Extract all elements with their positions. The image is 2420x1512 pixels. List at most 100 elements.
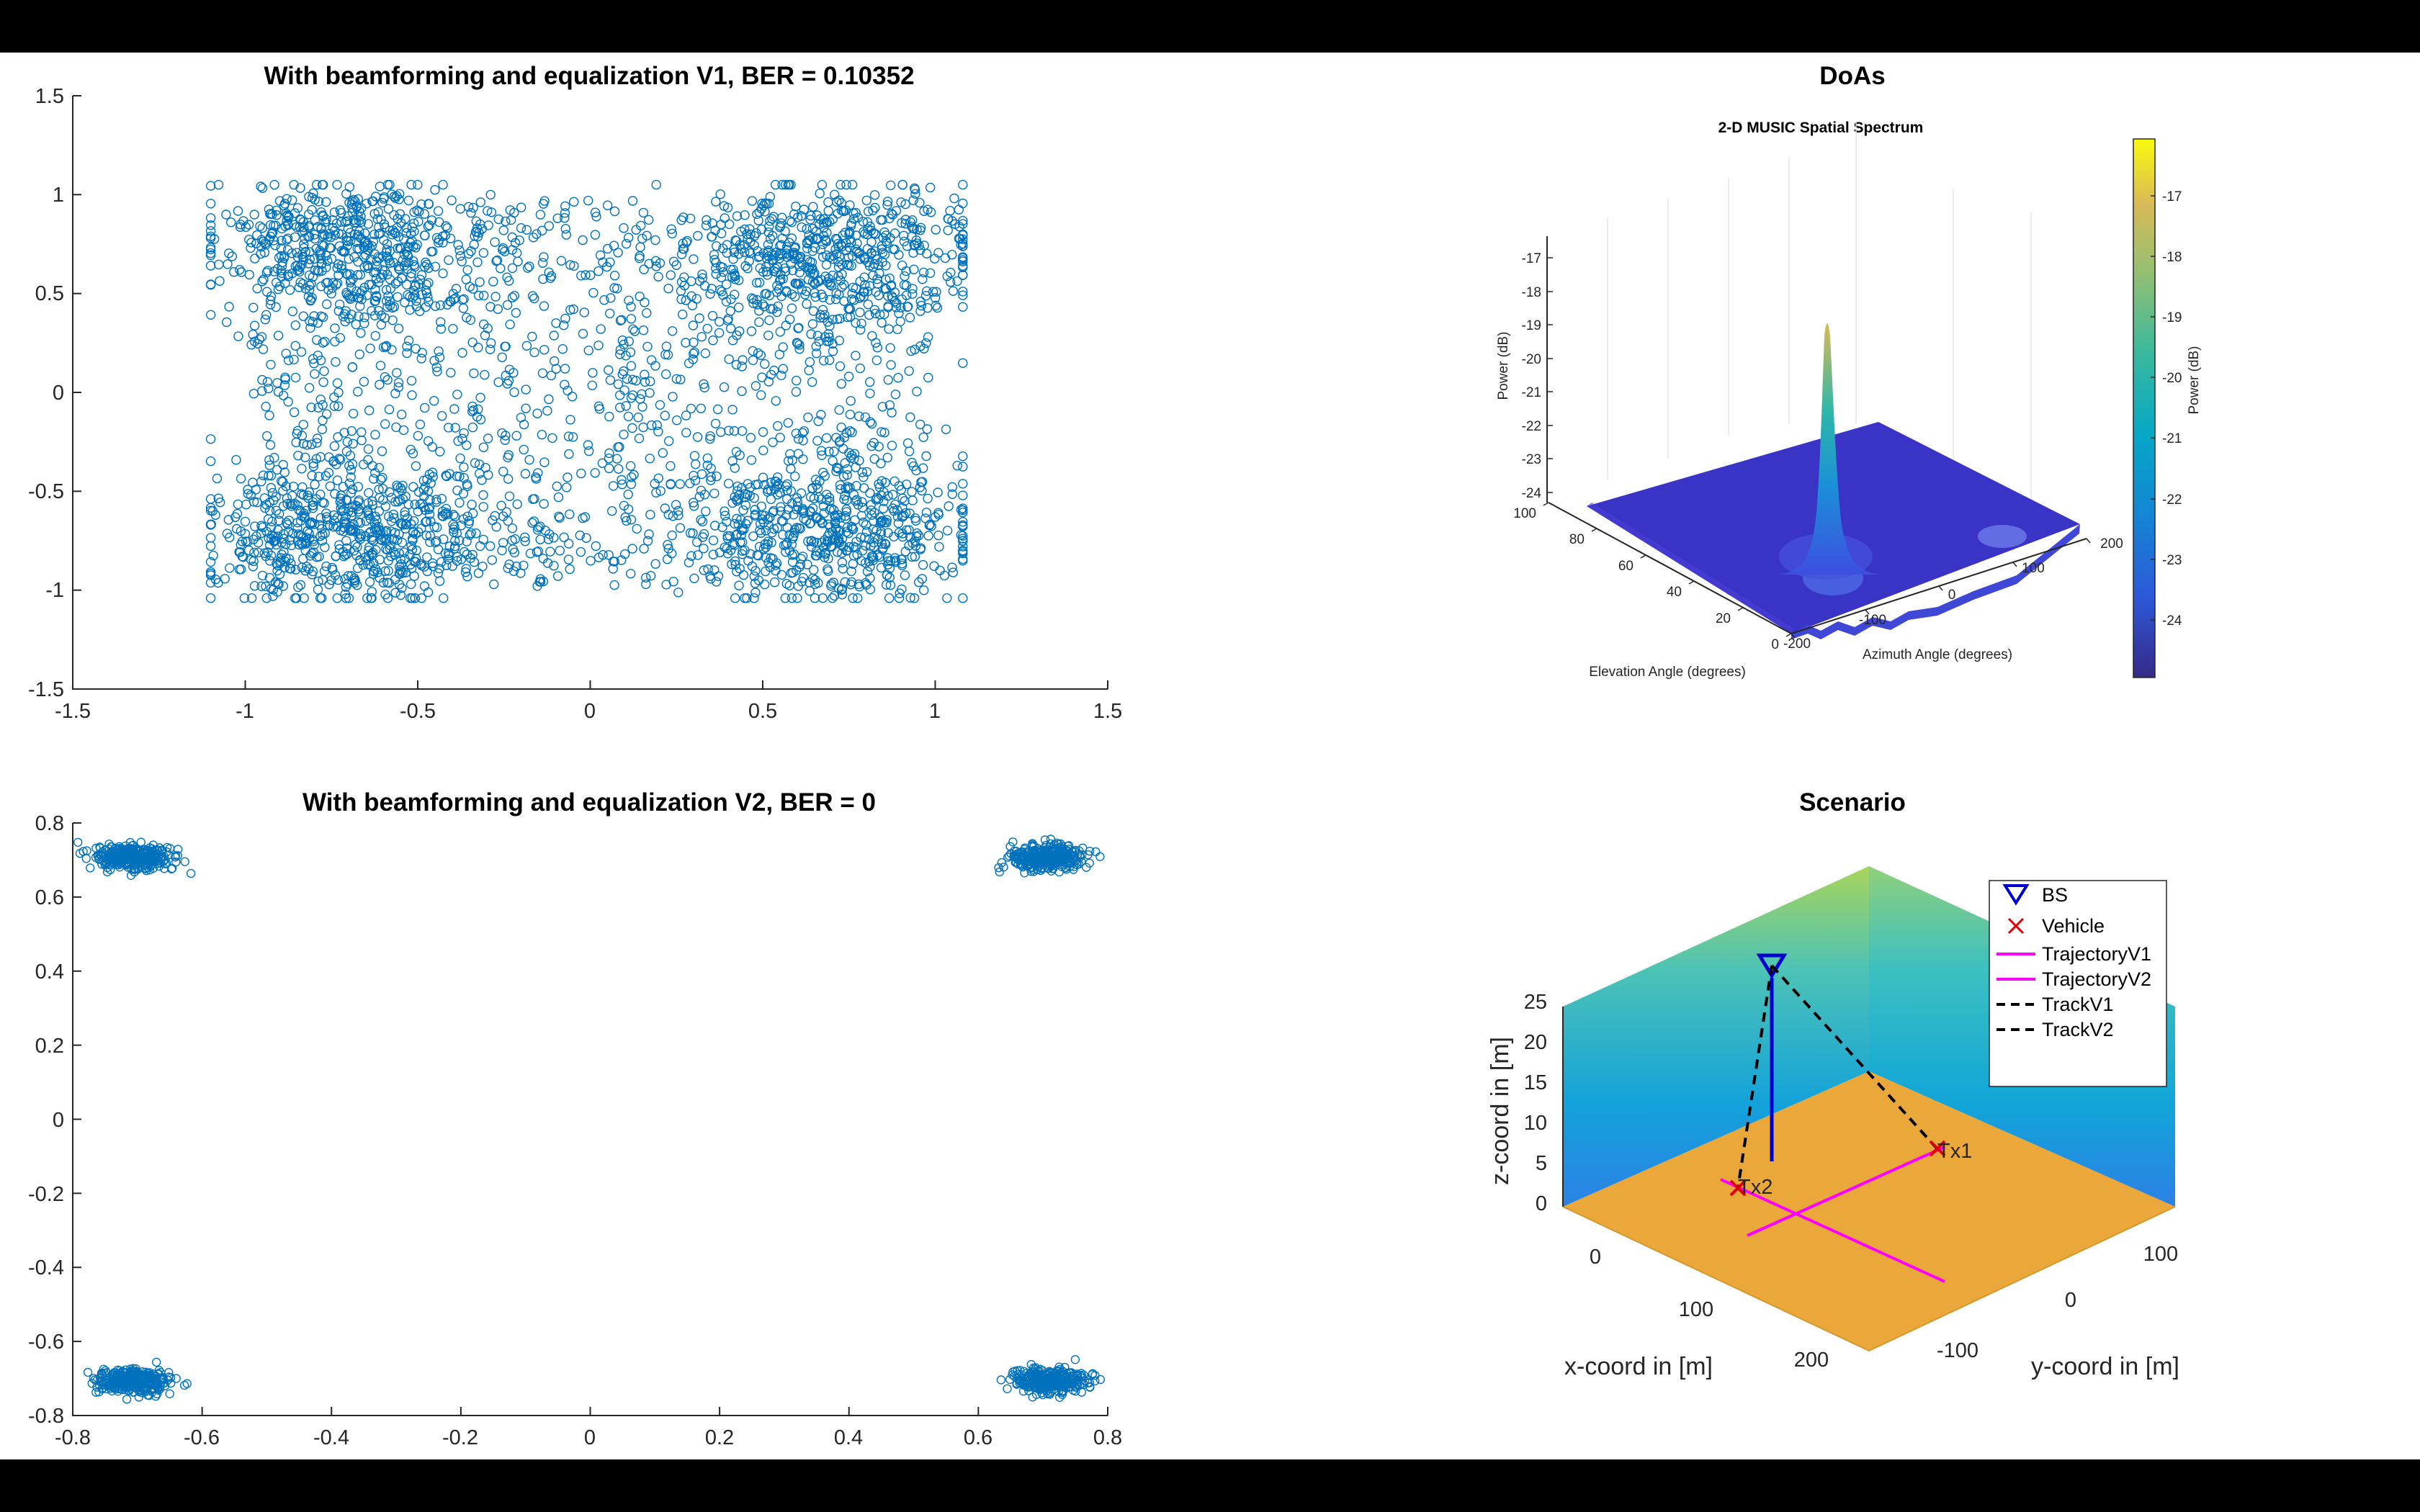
- scatter-point: [907, 215, 918, 225]
- scatter-point: [894, 250, 904, 260]
- scatter-point: [380, 372, 390, 382]
- scatter-point: [136, 861, 145, 870]
- scatter-point: [393, 243, 403, 253]
- scatter-point: [282, 519, 293, 530]
- scatter-point: [91, 843, 101, 853]
- scatter-point: [790, 471, 800, 482]
- scatter-point: [763, 251, 774, 261]
- scatter-point: [278, 486, 288, 496]
- scatter-point: [778, 530, 788, 540]
- scatter-point: [807, 483, 817, 493]
- scatter-point: [626, 361, 637, 371]
- scatter-point: [1091, 847, 1101, 857]
- scatter-point: [789, 248, 799, 258]
- z-tick-label: 20: [1524, 1031, 1547, 1054]
- scatter-point: [921, 286, 932, 296]
- scatter-point: [768, 212, 779, 222]
- x-tick-label: -1: [236, 700, 254, 723]
- scatter-point: [883, 528, 893, 538]
- scatter-point: [373, 305, 384, 316]
- scatter-point: [438, 269, 448, 279]
- scatter-point: [892, 298, 902, 308]
- scatter-point: [623, 504, 634, 514]
- y-tick-label: 0: [53, 382, 64, 405]
- scatter-point: [278, 501, 289, 511]
- scatter-point: [813, 234, 823, 244]
- scatter-point: [583, 346, 593, 356]
- scatter-point: [265, 440, 276, 450]
- scatter-point: [403, 336, 414, 346]
- scatter-point: [454, 246, 465, 256]
- scatter-point: [899, 510, 909, 521]
- scenario-z-label: z-coord in [m]: [1487, 1037, 1514, 1185]
- scatter-point: [933, 487, 943, 498]
- scatter-point: [256, 248, 266, 259]
- scatter-point: [627, 472, 637, 482]
- scatter-point: [691, 459, 701, 469]
- scatter-point: [756, 501, 766, 511]
- scatter-point: [462, 549, 472, 559]
- scatter-point: [362, 199, 372, 209]
- scatter-point: [274, 509, 284, 519]
- scatter-point: [1079, 1370, 1088, 1380]
- scatter-point: [711, 197, 721, 207]
- y-tick-label: -0.4: [28, 1256, 64, 1279]
- scatter-point: [786, 498, 797, 508]
- scatter-point: [778, 364, 789, 374]
- scatter-point: [822, 217, 833, 228]
- scatter-point: [333, 575, 344, 585]
- scatter-point: [915, 197, 925, 208]
- scatter-point: [609, 240, 619, 251]
- scatter-point: [444, 423, 454, 433]
- scatter-point: [356, 531, 366, 541]
- scatter-point: [752, 550, 763, 560]
- scatter-point: [332, 593, 342, 603]
- scatter-point: [694, 276, 705, 286]
- scatter-point: [846, 566, 856, 577]
- scatter-point: [429, 396, 439, 406]
- scatter-point: [411, 343, 421, 354]
- scatter-point: [534, 523, 544, 533]
- scatter-point: [361, 235, 371, 246]
- scatter-point: [434, 576, 445, 586]
- scatter-point: [916, 477, 926, 487]
- left-wall: [1563, 866, 1869, 1207]
- scatter-point: [357, 435, 367, 446]
- scatter-point: [99, 1377, 109, 1387]
- scatter-point: [863, 224, 873, 234]
- scatter-point: [279, 253, 289, 264]
- scatter-point: [667, 530, 677, 541]
- scatter-point: [258, 344, 269, 354]
- scatter-point: [735, 564, 745, 574]
- scatter-point: [516, 222, 526, 233]
- scatter-point: [205, 569, 216, 579]
- scatter-point: [260, 315, 270, 325]
- scatter-point: [508, 544, 518, 554]
- scatter-point: [500, 246, 510, 256]
- scatter-point: [835, 179, 846, 190]
- scatter-point: [805, 507, 815, 518]
- scatter-point: [299, 222, 309, 233]
- scatter-point: [638, 207, 649, 218]
- scatter-point: [335, 497, 345, 507]
- scatter-point: [545, 546, 555, 557]
- scatter-point: [698, 532, 708, 542]
- scatter-point: [587, 380, 597, 390]
- scatter-point: [266, 482, 276, 493]
- scatter-point: [354, 226, 364, 236]
- scatter-point: [843, 252, 853, 263]
- scatter-point: [1044, 860, 1054, 870]
- scatter-point: [457, 256, 467, 266]
- scatter-point: [540, 526, 550, 536]
- scatter-point: [655, 486, 666, 496]
- scatter-point: [732, 496, 743, 506]
- scatter-point: [752, 300, 763, 310]
- scatter-point: [794, 267, 805, 278]
- scatter-point: [810, 288, 820, 298]
- scatter-point: [785, 449, 795, 459]
- scatter-point: [264, 460, 275, 470]
- scatter-point: [341, 306, 351, 316]
- scatter-point: [717, 262, 727, 272]
- scatter-point: [116, 855, 126, 865]
- scatter-point: [309, 230, 320, 240]
